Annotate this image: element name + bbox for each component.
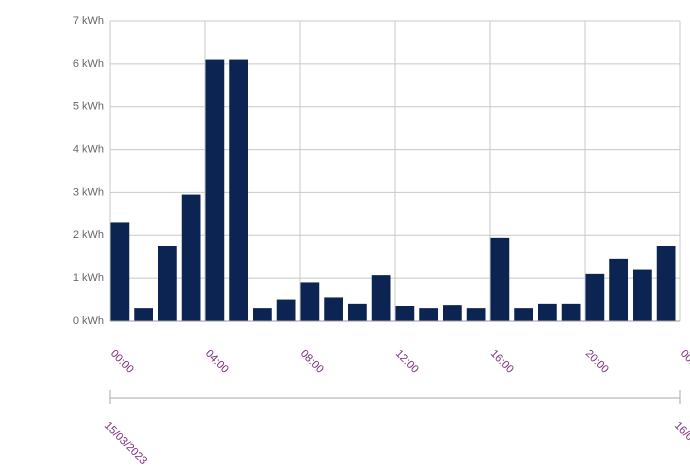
y-tick-label: 1 kWh <box>73 272 104 284</box>
bar <box>229 59 248 321</box>
x-tick-label: 04:00 <box>203 348 231 376</box>
bar <box>110 222 130 321</box>
bar <box>466 308 486 321</box>
bar <box>419 308 438 321</box>
bar <box>324 297 343 321</box>
bar <box>490 237 510 321</box>
bar <box>371 275 391 321</box>
bar <box>205 59 225 321</box>
y-tick-label: 3 kWh <box>73 186 104 198</box>
bar <box>514 308 533 321</box>
bar <box>538 303 557 321</box>
x-tick-label: 16:00 <box>488 348 516 376</box>
x-tick-label: 00:00 <box>108 348 136 376</box>
bar <box>656 246 676 321</box>
y-tick-label: 6 kWh <box>73 58 104 70</box>
x-tick-label: 00:00 <box>678 348 690 376</box>
bar <box>443 305 462 321</box>
y-tick-label: 5 kWh <box>73 101 104 113</box>
date-tick-label: 16/03/2023 <box>672 420 690 467</box>
bar <box>561 303 581 321</box>
y-tick-label: 0 kWh <box>73 315 104 327</box>
bar <box>134 308 153 321</box>
y-tick-label: 7 kWh <box>73 15 104 27</box>
bar <box>585 273 605 321</box>
bar <box>276 299 296 321</box>
y-tick-label: 2 kWh <box>73 229 104 241</box>
x-tick-label: 20:00 <box>583 348 611 376</box>
bar <box>633 269 652 321</box>
bar <box>395 306 415 321</box>
y-tick-label: 4 kWh <box>73 143 104 155</box>
bar <box>253 308 272 321</box>
bar <box>348 303 367 321</box>
bar <box>300 282 320 321</box>
x-tick-label: 12:00 <box>393 348 421 376</box>
bar <box>609 258 628 321</box>
bar <box>158 246 177 321</box>
x-tick-label: 08:00 <box>298 348 326 376</box>
bar <box>181 194 201 321</box>
date-tick-label: 15/03/2023 <box>102 420 149 467</box>
